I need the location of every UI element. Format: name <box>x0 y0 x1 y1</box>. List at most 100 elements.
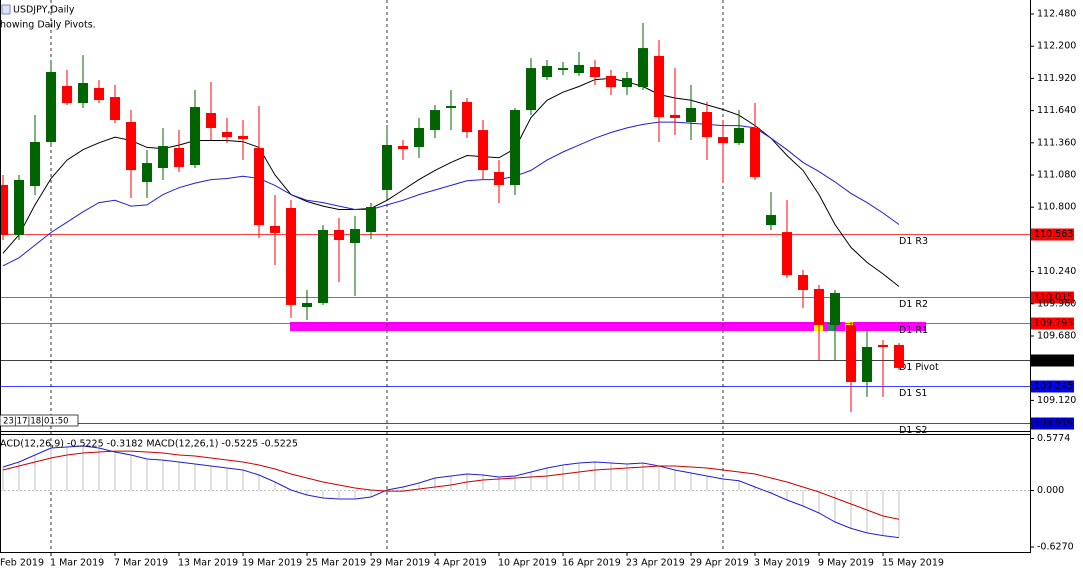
candle-body <box>46 71 56 143</box>
x-tick-label: 29 Mar 2019 <box>370 558 430 569</box>
pivot-label: D1 Pivot <box>899 362 939 373</box>
x-tick-label: 1 Mar 2019 <box>50 558 104 569</box>
pivot-label: D1 R3 <box>899 236 928 247</box>
candle-body <box>286 208 296 305</box>
candle-body <box>702 111 712 138</box>
candle-body <box>206 113 216 128</box>
pivot-value-box <box>1031 291 1074 304</box>
y-tick-label: 109.680 <box>1037 330 1076 341</box>
pivot-value: 109.245 <box>1034 381 1073 392</box>
candle-body <box>862 347 872 382</box>
candle-body <box>526 68 536 111</box>
candle-body <box>142 163 152 183</box>
pivot-value-box <box>1031 354 1074 367</box>
x-tick-label: 13 Mar 2019 <box>178 558 238 569</box>
candle-body <box>478 130 488 171</box>
candle-body <box>110 97 120 121</box>
indicator-note: howing Daily Pivots. <box>0 20 96 31</box>
candle-body <box>14 179 24 236</box>
candle-body <box>190 107 200 166</box>
candle-body <box>350 229 360 243</box>
candle-body <box>670 114 680 118</box>
x-tick-label: 10 Apr 2019 <box>498 558 557 569</box>
candle-body <box>878 344 888 348</box>
symbol-title: USDJPY,Daily <box>13 5 75 16</box>
pivot-value-box <box>1031 380 1074 393</box>
y-tick-label: 0.5774 <box>1037 433 1070 444</box>
candle-body <box>174 147 184 167</box>
x-tick-label: 9 May 2019 <box>818 558 874 569</box>
y-tick-label: 111.080 <box>1037 170 1076 181</box>
candle-body <box>750 127 760 177</box>
candle-body <box>558 68 568 71</box>
candle-body <box>318 229 328 303</box>
y-tick-label: 111.920 <box>1037 73 1076 84</box>
y-tick-label: 109.960 <box>1037 298 1076 309</box>
plot-layer: D1 R3 D1 R2 D1 R1 D1 Pivot D1 S1 D1 S2 <box>0 0 1030 552</box>
timer: 23|17|18|01:50 <box>3 417 69 427</box>
x-tick-label: 19 Mar 2019 <box>242 558 302 569</box>
x-tick-label: 4 Apr 2019 <box>434 558 487 569</box>
x-tick-label: 16 Apr 2019 <box>562 558 621 569</box>
candle-body <box>414 127 424 148</box>
candle-body <box>766 215 776 226</box>
x-tick-label: 25 Mar 2019 <box>306 558 366 569</box>
candle-body <box>0 185 8 236</box>
candle-body <box>334 229 344 240</box>
candle-body <box>126 121 136 171</box>
candle-body <box>398 146 408 150</box>
timer-box <box>0 414 79 427</box>
macd-line <box>2 445 900 539</box>
candle-body <box>686 107 696 122</box>
candle-body <box>654 55 664 118</box>
x-tick-label: 29 Apr 2019 <box>690 558 749 569</box>
candle-body <box>254 147 264 226</box>
candle-body <box>366 206 376 233</box>
pivot-value: 109.793 <box>1034 318 1073 329</box>
y-tick-label: 112.480 <box>1037 9 1076 20</box>
highlight-zone <box>290 322 926 331</box>
pivot-value-box <box>1031 317 1074 330</box>
x-tick-label: 3 May 2019 <box>754 558 810 569</box>
candle-body <box>782 232 792 276</box>
candle-body <box>30 142 40 187</box>
y-tick-label: -0.6270 <box>1037 542 1074 553</box>
symbol-icon <box>1 4 11 15</box>
candle-body <box>78 83 88 104</box>
pivot-label: D1 R2 <box>899 299 928 310</box>
x-tick-label: 15 May 2019 <box>882 558 944 569</box>
candle-body <box>510 110 520 186</box>
pivot-label: D1 S1 <box>899 388 927 399</box>
candle-body <box>894 344 904 368</box>
candle-body <box>814 288 824 325</box>
pivot-value-box <box>1031 228 1074 241</box>
candle-body <box>62 86 72 104</box>
candle-body <box>302 302 312 308</box>
candle-body <box>222 132 232 138</box>
candle-body <box>638 48 648 88</box>
marker <box>827 322 836 331</box>
y-tick-label: 111.360 <box>1037 137 1076 148</box>
y-tick-label: 109.120 <box>1037 395 1076 406</box>
y-tick-label: 111.640 <box>1037 105 1076 116</box>
pivot-value: 110.015 <box>1034 292 1073 303</box>
candle-body <box>590 67 600 78</box>
candle-body <box>238 136 248 140</box>
x-tick-label: Feb 2019 <box>0 558 44 569</box>
pivot-label: D1 R1 <box>899 325 928 336</box>
pivot-value-box <box>1031 417 1074 430</box>
x-tick-label: 7 Mar 2019 <box>114 558 168 569</box>
y-tick-label: 110.240 <box>1037 266 1076 277</box>
macd-line <box>2 450 900 520</box>
candle-body <box>718 137 728 144</box>
candle-body <box>622 78 632 88</box>
pivot-value: 109.467 <box>1034 355 1073 366</box>
pivot-value: 108.919 <box>1034 418 1073 429</box>
candle-body <box>734 127 744 144</box>
candle-body <box>430 110 440 131</box>
y-tick-label: 0.000 <box>1037 485 1064 496</box>
candle-body <box>462 101 472 133</box>
candle-body <box>158 146 168 168</box>
moving-average <box>2 77 900 287</box>
